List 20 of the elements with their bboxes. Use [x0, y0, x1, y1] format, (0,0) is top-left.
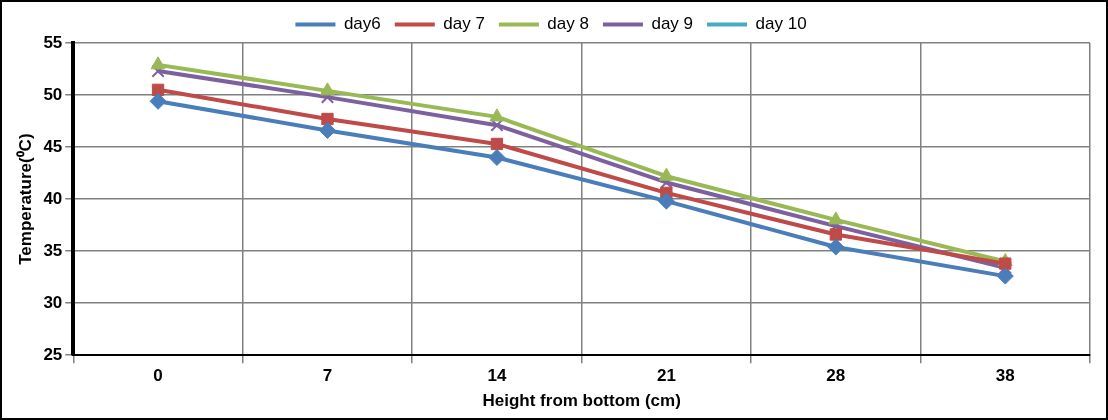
x-tick-label: 28	[826, 366, 846, 386]
y-tick-label: 50	[43, 84, 63, 104]
y-tick-label: 25	[43, 344, 63, 364]
y-tick-label: 35	[43, 240, 63, 260]
x-tick-label: 7	[322, 366, 333, 386]
legend-label: day 9	[651, 14, 694, 34]
legend-label: day 10	[755, 14, 807, 34]
x-tick-label: 0	[153, 366, 163, 386]
y-tick-label: 40	[43, 188, 63, 208]
x-tick-label: 14	[487, 366, 507, 386]
y-tick-label: 30	[43, 292, 63, 312]
y-axis-title: Temperature(⁰C)	[15, 133, 35, 265]
legend-label: day 7	[443, 14, 485, 34]
legend-label: day6	[343, 14, 381, 34]
y-tick-label: 55	[43, 32, 63, 52]
y-tick-label: 45	[43, 136, 63, 156]
x-axis-title: Height from bottom (cm)	[482, 391, 681, 411]
x-tick-label: 21	[656, 366, 676, 386]
x-tick-label: 38	[995, 366, 1015, 386]
legend-label: day 8	[547, 14, 589, 34]
